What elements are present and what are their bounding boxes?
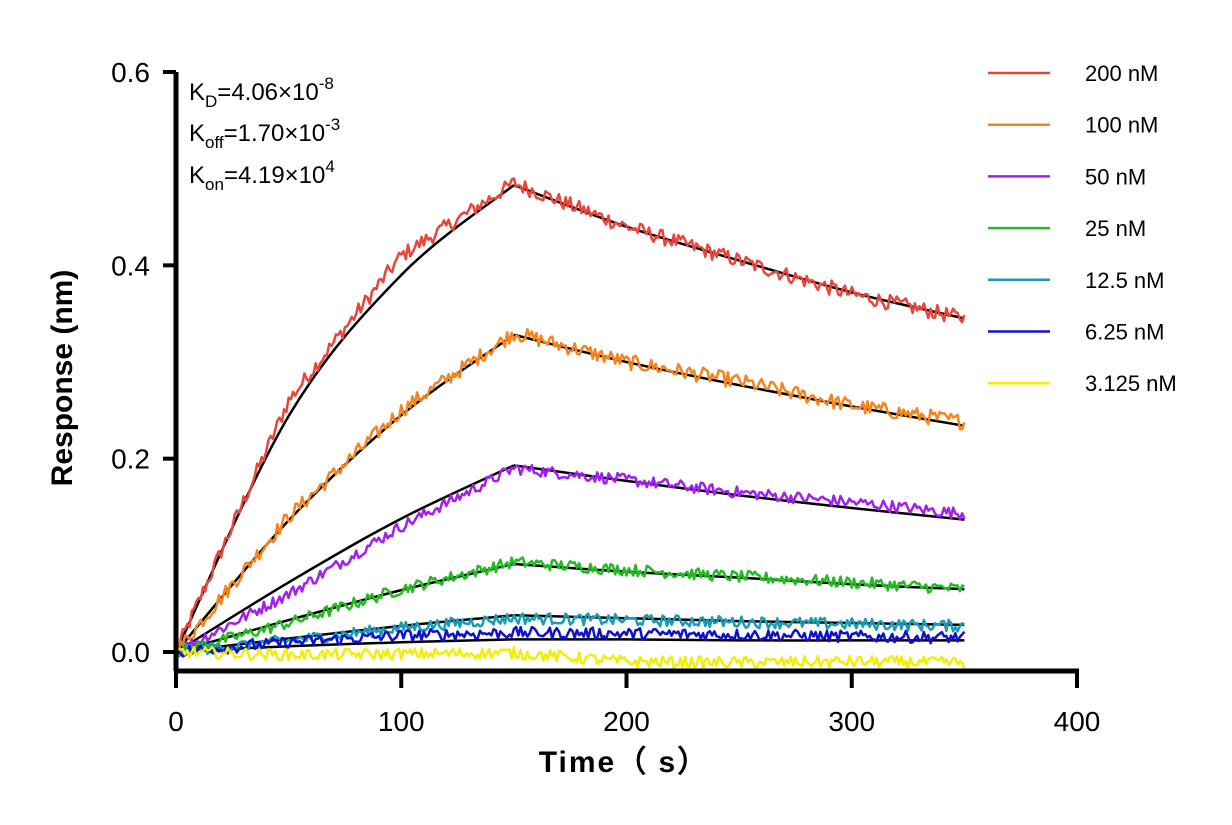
axes: 0.0 0.2 0.4 0.6 0 100 200 300 400: [111, 57, 1100, 737]
y-axis-title: Response (nm): [46, 270, 79, 487]
y-ticks: 0.0 0.2 0.4 0.6: [111, 57, 176, 668]
series-6-25-nm-trace: [175, 625, 966, 658]
y-tick-label: 0.6: [111, 57, 150, 88]
koff-sub: off: [205, 133, 224, 152]
kd-annotation: KD=4.06×10-8: [189, 74, 334, 111]
data-series: [174, 177, 966, 670]
series-25-nm-trace: [174, 556, 965, 658]
series-50-nm-trace: [174, 463, 966, 658]
series-3-125-nm-trace: [175, 645, 966, 670]
kon-sub: on: [205, 175, 224, 194]
x-tick-label: 100: [378, 706, 425, 737]
kd-base: K: [189, 79, 205, 106]
kd-value: =4.06×10: [217, 79, 318, 106]
legend: 200 nM 100 nM 50 nM 25 nM 12.5 nM 6.25 nM 3.12…: [988, 61, 1177, 396]
koff-value: =1.70×10: [224, 120, 325, 147]
fit-200-nm-association: [174, 184, 515, 653]
kd-exp: -8: [319, 74, 334, 93]
fit-50-nm-association: [175, 464, 515, 654]
koff-exp: -3: [325, 115, 340, 134]
y-tick-label: 0.4: [111, 250, 150, 281]
y-tick-label: 0.0: [111, 637, 150, 668]
kd-sub: D: [205, 92, 217, 111]
kon-annotation: Kon=4.19×104: [189, 157, 335, 194]
x-tick-label: 400: [1054, 706, 1101, 737]
x-tick-label: 300: [828, 706, 875, 737]
x-tick-label: 200: [603, 706, 650, 737]
kon-base: K: [189, 162, 205, 189]
legend-label-6-25-nm: 6.25 nM: [1085, 320, 1165, 345]
legend-label-50-nm: 50 nM: [1085, 164, 1146, 189]
koff-annotation: Koff=1.70×10-3: [189, 115, 340, 152]
x-tick-label: 0: [168, 706, 184, 737]
koff-base: K: [189, 120, 205, 147]
x-axis-title: Time（ s）: [539, 745, 710, 779]
series-200-nm-trace: [175, 177, 966, 653]
legend-label-200-nm: 200 nM: [1085, 61, 1158, 86]
legend-label-12-5-nm: 12.5 nM: [1085, 268, 1165, 293]
x-ticks: 0 100 200 300 400: [168, 671, 1100, 737]
series-12-5-nm-trace: [175, 612, 966, 657]
legend-label-3-125-nm: 3.125 nM: [1085, 371, 1177, 396]
series-100-nm-trace: [174, 327, 966, 658]
kon-exp: 4: [325, 157, 334, 176]
kinetic-constants: KD=4.06×10-8 Koff=1.70×10-3 Kon=4.19×104: [189, 74, 340, 194]
kon-value: =4.19×10: [224, 162, 325, 189]
legend-label-100-nm: 100 nM: [1085, 113, 1158, 138]
y-tick-label: 0.2: [111, 444, 150, 475]
legend-label-25-nm: 25 nM: [1085, 216, 1146, 241]
